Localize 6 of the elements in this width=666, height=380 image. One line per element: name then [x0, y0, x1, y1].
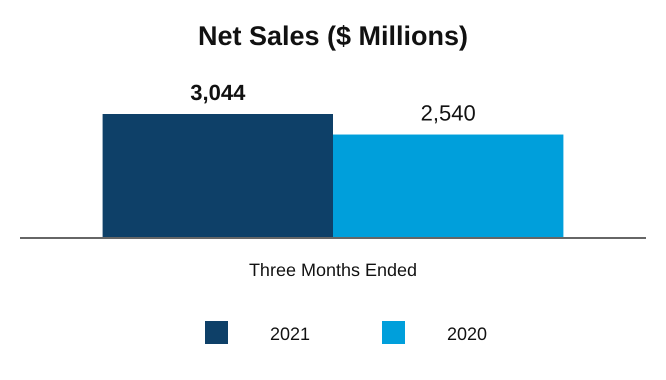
chart-title: Net Sales ($ Millions) [198, 21, 468, 51]
x-axis-title: Three Months Ended [248, 260, 418, 280]
data-label: 2,540 [420, 100, 476, 126]
legend-label: 2020 [446, 324, 488, 344]
data-label: 3,044 [190, 80, 246, 105]
legend-label: 2021 [270, 324, 310, 344]
